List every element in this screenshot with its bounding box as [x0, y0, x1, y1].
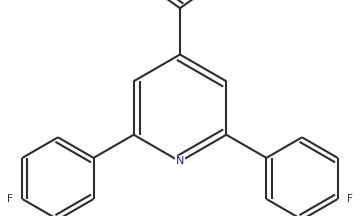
- Text: F: F: [7, 194, 13, 204]
- Text: F: F: [347, 194, 353, 204]
- Text: N: N: [176, 156, 184, 167]
